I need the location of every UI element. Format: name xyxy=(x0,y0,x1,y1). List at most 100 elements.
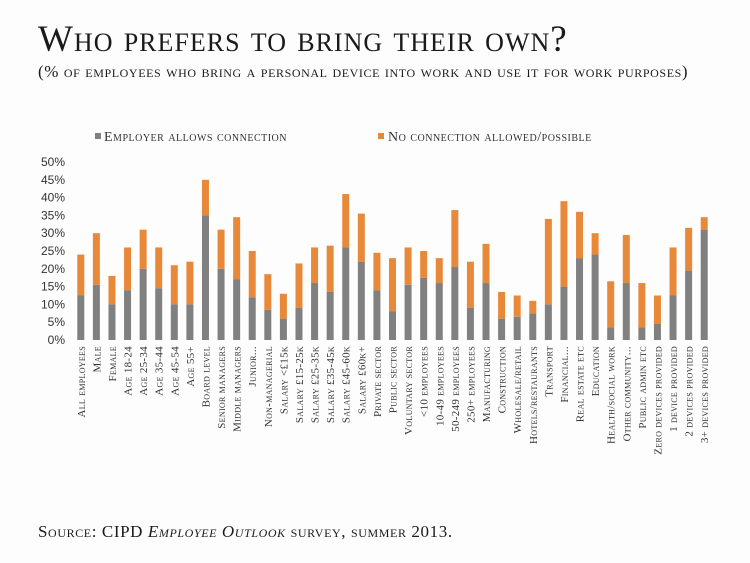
bar-employer-allows xyxy=(311,283,319,340)
x-category-label: 2 devices provided xyxy=(684,346,696,437)
x-category-label: Manufacturing xyxy=(481,346,493,422)
bar-employer-allows xyxy=(186,304,194,340)
bar-no-connection xyxy=(357,213,365,262)
bar-no-connection xyxy=(451,210,459,268)
x-category-label: 50-249 employees xyxy=(450,346,462,432)
bar-no-connection xyxy=(389,258,396,312)
chart-title: Who prefers to bring their own? xyxy=(38,19,568,60)
x-category-label: Male xyxy=(91,346,103,373)
bar-no-connection xyxy=(482,243,490,284)
bar-employer-allows xyxy=(420,277,428,340)
bar-no-connection xyxy=(186,261,194,305)
x-category-label: Junior... xyxy=(247,346,259,387)
bar-employer-allows xyxy=(685,270,693,340)
bar-no-connection xyxy=(217,229,225,269)
bar-no-connection xyxy=(155,247,163,289)
bar-employer-allows xyxy=(638,327,646,340)
legend-label-employer: Employer allows connection xyxy=(104,130,287,145)
x-category-label: Salary £15-25k xyxy=(294,346,306,423)
bar-employer-allows xyxy=(529,313,537,340)
x-category-label: <10 employees xyxy=(419,346,431,417)
stacked-bar-chart: Employer allows connection No connection… xyxy=(41,130,711,455)
x-category-label: Non-managerial xyxy=(263,346,275,427)
x-category-label: 250+ employees xyxy=(465,346,477,423)
x-category-label: Age 25-34 xyxy=(138,346,150,396)
bar-employer-allows xyxy=(326,291,334,340)
bar-employer-allows xyxy=(451,267,459,340)
legend-label-noconnection: No connection allowed/possible xyxy=(388,130,592,145)
bar-no-connection xyxy=(513,295,521,317)
x-category-label: Age 18-24 xyxy=(123,346,135,396)
x-category-label: Transport xyxy=(543,346,555,397)
legend-swatch-employer xyxy=(95,133,101,139)
x-category-label: Salary £45-60k xyxy=(341,346,353,423)
bar-no-connection xyxy=(108,275,116,305)
bar-no-connection xyxy=(529,300,537,314)
bar-employer-allows xyxy=(482,283,490,340)
bar-employer-allows xyxy=(264,309,272,340)
legend-swatch-noconnection xyxy=(378,133,384,139)
x-category-label: 1 device provided xyxy=(668,346,680,432)
x-category-label: Senior managers xyxy=(216,346,228,429)
bar-no-connection xyxy=(404,247,412,285)
x-category-label: Age 35-44 xyxy=(154,346,166,396)
bar-no-connection xyxy=(622,234,630,284)
bar-no-connection xyxy=(638,283,646,328)
y-tick-label: 15% xyxy=(41,280,65,294)
bar-employer-allows xyxy=(669,295,677,340)
bar-no-connection xyxy=(326,245,334,292)
bar-no-connection xyxy=(544,218,552,305)
y-tick-label: 45% xyxy=(41,173,65,187)
bar-employer-allows xyxy=(170,304,178,340)
bar-employer-allows xyxy=(389,311,396,340)
bar-employer-allows xyxy=(622,283,630,340)
bar-employer-allows xyxy=(700,229,708,340)
x-category-label: Private sector xyxy=(372,346,384,417)
bar-no-connection xyxy=(264,274,272,310)
bar-employer-allows xyxy=(576,258,584,340)
bar-employer-allows xyxy=(139,268,147,340)
x-category-label: Real estate etc xyxy=(575,346,587,422)
bars xyxy=(77,179,708,340)
x-category-label: Salary £35-45k xyxy=(325,346,337,423)
bar-employer-allows xyxy=(607,327,615,340)
x-category-label: Age 55+ xyxy=(185,346,197,387)
y-tick-label: 5% xyxy=(48,315,66,329)
x-category-label: Other community... xyxy=(621,346,633,441)
bar-employer-allows xyxy=(560,286,568,340)
bar-employer-allows xyxy=(279,318,287,340)
legend: Employer allows connection No connection… xyxy=(95,130,592,145)
bar-employer-allows xyxy=(544,304,552,340)
bar-no-connection xyxy=(607,281,615,328)
bar-no-connection xyxy=(685,227,693,271)
x-category-label: Education xyxy=(590,346,602,396)
x-category-label: Zero devices provided xyxy=(652,346,664,455)
x-category-label: Board level xyxy=(200,346,212,407)
bar-employer-allows xyxy=(217,268,225,340)
y-tick-label: 30% xyxy=(41,226,65,240)
source-prefix: Source: CIPD xyxy=(38,522,148,541)
source-survey-name: Employee Outlook xyxy=(147,522,286,541)
x-category-label: Female xyxy=(107,346,119,381)
bar-employer-allows xyxy=(435,283,443,340)
x-category-label: Middle managers xyxy=(232,346,244,432)
bar-no-connection xyxy=(373,252,381,291)
bar-employer-allows xyxy=(92,284,100,340)
bar-no-connection xyxy=(591,233,599,255)
x-category-label: Financial... xyxy=(559,346,571,403)
bar-no-connection xyxy=(77,254,85,296)
bar-no-connection xyxy=(139,229,147,269)
bar-employer-allows xyxy=(373,290,381,340)
bar-employer-allows xyxy=(591,254,599,340)
x-category-label: All employees xyxy=(76,346,88,417)
x-category-label: Construction xyxy=(497,346,509,413)
y-tick-label: 40% xyxy=(41,191,65,205)
bar-employer-allows xyxy=(201,215,209,340)
bar-employer-allows xyxy=(498,318,506,340)
bar-no-connection xyxy=(170,265,178,305)
y-tick-label: 35% xyxy=(41,208,65,222)
x-category-label: Age 45-54 xyxy=(169,346,181,396)
chart-subtitle: (% of employees who bring a personal dev… xyxy=(38,62,689,81)
bar-employer-allows xyxy=(77,295,85,340)
bar-employer-allows xyxy=(404,284,412,340)
